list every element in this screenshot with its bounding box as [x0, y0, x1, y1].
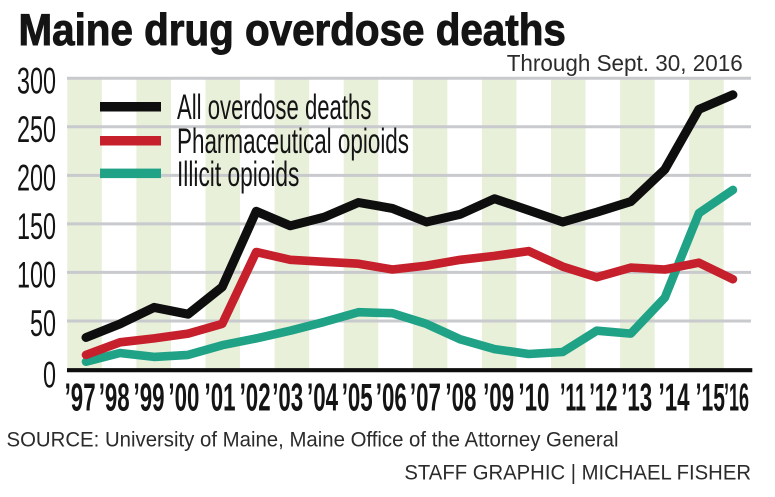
svg-text:’13: ’13 — [621, 375, 652, 419]
svg-text:0: 0 — [43, 354, 56, 395]
svg-text:’09: ’09 — [483, 375, 514, 419]
svg-text:100: 100 — [17, 255, 56, 296]
svg-text:Pharmaceutical opioids: Pharmaceutical opioids — [177, 121, 409, 161]
svg-text:200: 200 — [17, 158, 56, 199]
svg-text:STAFF GRAPHIC | MICHAEL FISHER: STAFF GRAPHIC | MICHAEL FISHER — [404, 462, 751, 485]
svg-text:50: 50 — [30, 303, 56, 344]
svg-text:’05: ’05 — [342, 375, 373, 419]
svg-text:’04: ’04 — [307, 375, 338, 419]
svg-text:’02: ’02 — [240, 375, 271, 419]
svg-text:300: 300 — [17, 61, 56, 102]
svg-text:’97: ’97 — [65, 375, 96, 419]
svg-text:Maine drug overdose deaths: Maine drug overdose deaths — [19, 6, 566, 55]
svg-text:’98: ’98 — [99, 375, 130, 419]
svg-text:Through Sept. 30, 2016: Through Sept. 30, 2016 — [507, 50, 743, 76]
svg-text:Illicit opioids: Illicit opioids — [177, 154, 299, 194]
svg-text:’99: ’99 — [134, 375, 165, 419]
svg-text:’00: ’00 — [168, 375, 199, 419]
svg-text:SOURCE: University of Maine, M: SOURCE: University of Maine, Maine Offic… — [7, 429, 619, 452]
svg-text:’12: ’12 — [589, 375, 617, 419]
svg-text:150: 150 — [17, 206, 56, 247]
svg-text:’03: ’03 — [272, 375, 303, 419]
svg-text:’07: ’07 — [410, 375, 441, 419]
svg-text:’06: ’06 — [376, 375, 407, 419]
svg-text:’08: ’08 — [445, 375, 476, 419]
svg-text:’10: ’10 — [518, 375, 549, 419]
svg-text:’01: ’01 — [205, 375, 236, 419]
svg-text:’11: ’11 — [560, 375, 586, 419]
svg-text:’16: ’16 — [724, 377, 749, 419]
svg-text:’14: ’14 — [659, 375, 690, 419]
svg-text:’15: ’15 — [696, 376, 725, 420]
svg-text:All overdose deaths: All overdose deaths — [177, 87, 371, 127]
svg-text:250: 250 — [17, 109, 56, 150]
